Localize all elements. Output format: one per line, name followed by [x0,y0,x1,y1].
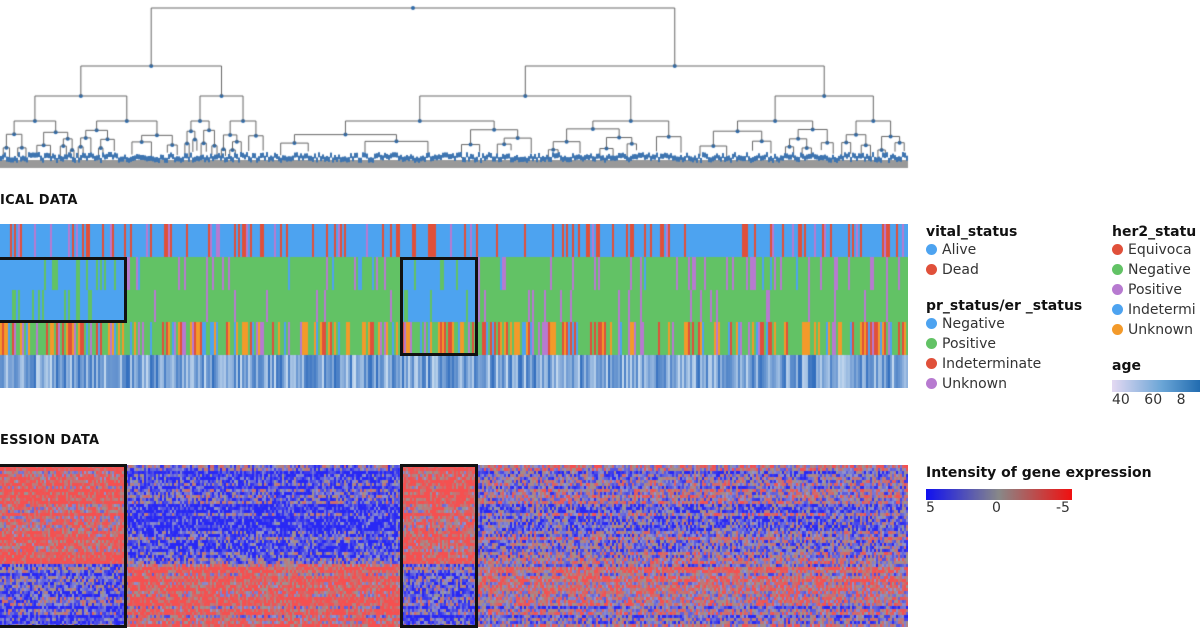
cluster-highlight-2-clinical [400,257,478,356]
clinical-data-title: ICAL DATA [0,193,78,208]
legend-swatch [1112,324,1123,335]
legend-swatch [1112,244,1123,255]
legend-swatch [1112,264,1123,275]
legend-label: Alive [942,242,977,258]
legend-label: Negative [1128,262,1191,278]
legend-swatch [1112,284,1123,295]
legend-her2-status: her2_statu Equivoca Negative Positive Indet… [1112,224,1200,408]
legend-label: Negative [942,316,1005,332]
legend-swatch [926,378,937,389]
legend-item: Negative [1112,260,1200,280]
legend-title: pr_status/er _status [926,298,1083,314]
age-tick: 40 [1112,392,1130,408]
legend-item: Dead [926,260,1082,280]
legend-label: Equivoca [1128,242,1192,258]
legend-item: Negative [926,314,1082,334]
cluster-highlight-1-expression [0,464,127,628]
expression-heatmap [0,465,908,627]
legend-swatch [926,244,937,255]
legend-age-title: age [1112,358,1141,374]
legend-label: Dead [942,262,979,278]
legend-label: Positive [1128,282,1182,298]
legend-item: Equivoca [1112,240,1200,260]
expression-tick: -5 [1056,500,1070,516]
expression-colorbar [926,489,1072,500]
legend-item: Unknown [1112,320,1200,340]
legend-swatch [926,318,937,329]
legend-vital-status: vital_status Alive Dead pr_status/er _sta… [926,224,1082,394]
legend-label: Unknown [1128,322,1193,338]
cluster-highlight-2-expression [400,464,478,628]
legend-item: Positive [1112,280,1200,300]
age-colorbar [1112,380,1200,392]
legend-title: vital_status [926,224,1018,240]
cluster-highlight-1-clinical [0,257,127,323]
legend-item: Unknown [926,374,1082,394]
expression-tick: 0 [992,500,1001,516]
expression-data-title: ESSION DATA [0,433,100,448]
legend-expression: Intensity of gene expression 5 0 -5 [926,465,1152,518]
legend-title: her2_statu [1112,224,1197,240]
legend-label: Positive [942,336,996,352]
legend-item: Alive [926,240,1082,260]
legend-swatch [926,358,937,369]
legend-item: Positive [926,334,1082,354]
legend-label: Indetermi [1128,302,1196,318]
legend-title: Intensity of gene expression [926,465,1152,481]
legend-item: Indetermi [1112,300,1200,320]
legend-label: Indeterminate [942,356,1042,372]
age-tick: 8 [1176,392,1186,408]
legend-label: Unknown [942,376,1007,392]
age-tick: 60 [1144,392,1163,408]
legend-swatch [926,264,937,275]
expression-tick: 5 [926,500,935,516]
dendrogram [0,0,910,170]
clinical-heatmap [0,224,908,388]
legend-swatch [1112,304,1123,315]
legend-item: Indeterminate [926,354,1082,374]
legend-swatch [926,338,937,349]
